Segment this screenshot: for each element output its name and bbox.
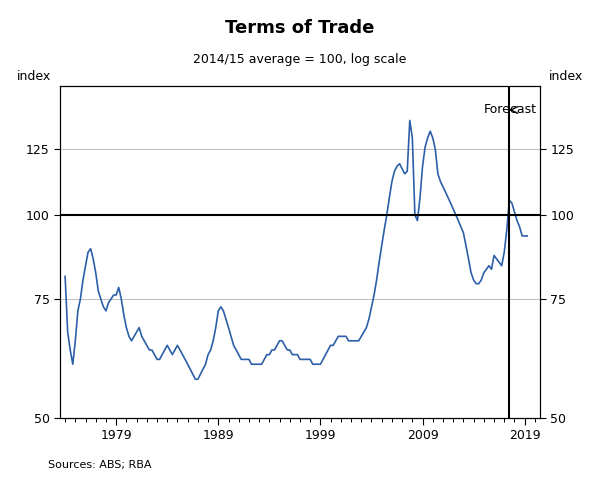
Text: Forecast: Forecast bbox=[484, 104, 537, 117]
Text: Sources: ABS; RBA: Sources: ABS; RBA bbox=[48, 460, 151, 470]
Text: index: index bbox=[17, 70, 51, 83]
Text: 2014/15 average = 100, log scale: 2014/15 average = 100, log scale bbox=[193, 53, 407, 66]
Text: index: index bbox=[549, 70, 583, 83]
Text: Terms of Trade: Terms of Trade bbox=[226, 19, 374, 37]
